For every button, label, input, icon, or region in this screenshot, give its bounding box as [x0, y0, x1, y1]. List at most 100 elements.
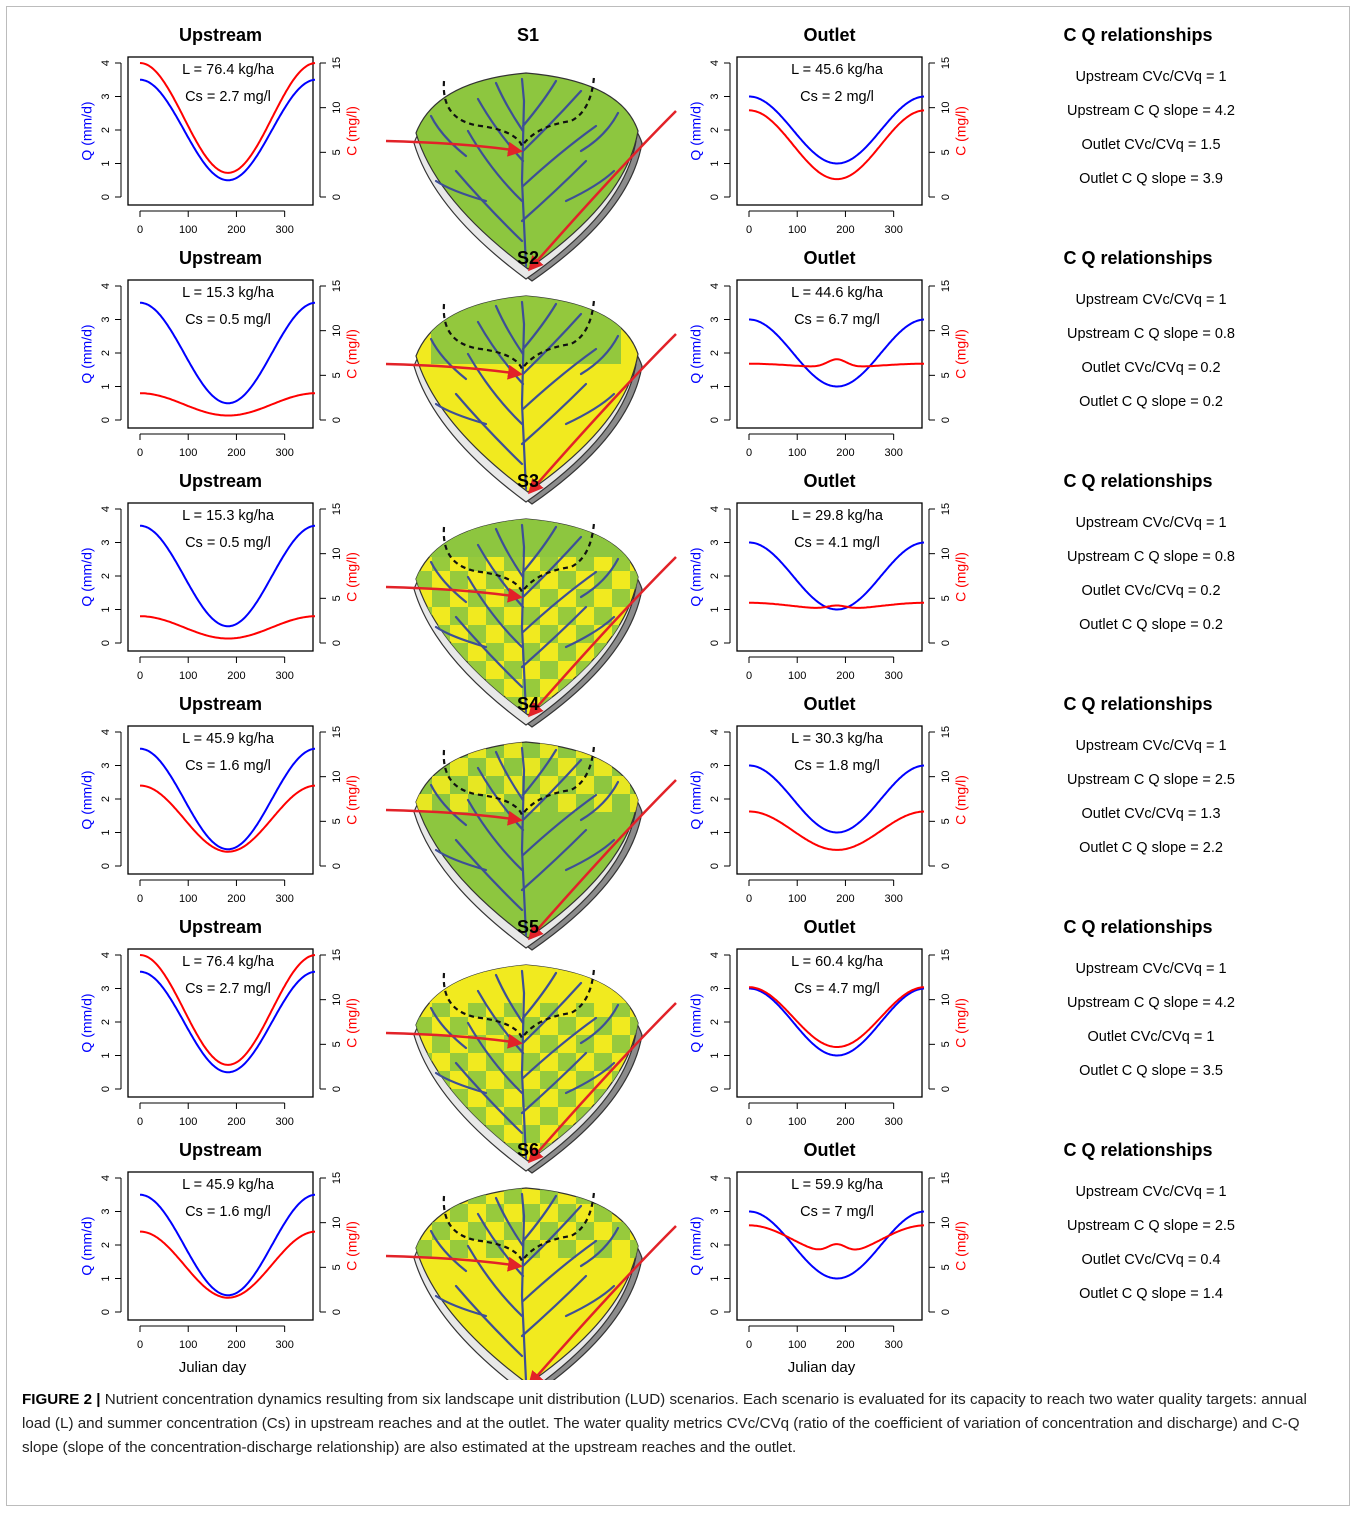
upstream-s6-title: Upstream	[179, 1140, 262, 1160]
scenario-s6-tributary	[494, 1196, 525, 1248]
upstream-s6-q-series-line	[140, 1193, 316, 1297]
scenario-s6-tributary	[564, 1284, 616, 1318]
upstream-s4-q-tick-label: 3	[100, 762, 112, 768]
outlet-s5-cs-label: Cs = 4.7 mg/l	[794, 981, 880, 997]
scenario-s1-tributary	[454, 169, 524, 243]
upstream-s3-load-label: L = 15.3 kg/ha	[182, 508, 275, 524]
scenario-s3-unit-cell	[558, 607, 576, 625]
scenario-s4-unit-cell	[540, 776, 558, 794]
outlet-s4-q-tick-label: 2	[709, 796, 721, 802]
scenario-s4-tributary	[564, 838, 616, 872]
scenario-s4-unit-cell	[468, 776, 486, 794]
scenario-s4-tributary	[494, 750, 525, 802]
scenario-s5-outlet-arrow	[528, 1002, 677, 1164]
outlet-s2-title: Outlet	[804, 248, 856, 268]
scenario-s1-tributary	[520, 159, 588, 223]
outlet-s3-c-series-line	[749, 601, 924, 609]
scenario-s3-unit-cell	[612, 661, 630, 679]
scenario-s5-unit-cell	[630, 981, 638, 999]
upstream-s3-x-tick-label: 200	[227, 670, 245, 682]
outlet-s3-c-tick-label: 10	[940, 548, 952, 560]
scenario-s4-tributary	[521, 793, 598, 857]
scenario-s4-unit-cell	[522, 758, 540, 776]
upstream-s5-q-series-line	[140, 970, 316, 1074]
outlet-s6-x-axis-label: Julian day	[788, 1359, 856, 1376]
outlet-s1-c-series-line	[748, 109, 925, 181]
upstream-s2-c-tick-label: 0	[331, 417, 343, 423]
outlet-s4-c-tick-label: 10	[940, 771, 952, 783]
upstream-s6-q-tick-label: 2	[100, 1242, 112, 1248]
scenario-s3-unit-cell	[504, 625, 522, 643]
outlet-s6-cs-label: Cs = 7 mg/l	[800, 1204, 874, 1220]
outlet-s1-q-tick-label: 0	[709, 194, 721, 200]
scenario-label-s2: S2	[517, 248, 539, 268]
outlet-s3-load-label: L = 29.8 kg/ha	[791, 508, 884, 524]
scenario-s1-tributary	[521, 124, 598, 188]
scenario-s5-unit-cell	[432, 999, 450, 1017]
upstream-s1-x-tick-label: 200	[227, 224, 245, 236]
scenario-s5-tributary	[564, 1061, 616, 1095]
upstream-s5-x-tick-label: 300	[275, 1116, 293, 1128]
scenario-s1-tributary	[434, 179, 488, 203]
scenario-s3-unit-cell	[612, 697, 630, 715]
upstream-s1-x-tick-label: 100	[179, 224, 197, 236]
scenario-s6-unit-cell	[522, 1240, 540, 1258]
scenario-s3-tributary	[521, 535, 583, 599]
scenario-s5-tributary	[521, 981, 583, 1045]
outlet-s6-load-label: L = 59.9 kg/ha	[791, 1177, 884, 1193]
outlet-s6-c-series-line	[748, 1224, 924, 1251]
scenario-s5-unit-cell	[522, 1089, 540, 1107]
scenario-s6-unit-cell	[504, 1188, 522, 1204]
scenario-s5-unit-cell	[576, 999, 594, 1017]
outlet-s2-c-series-line	[749, 358, 924, 368]
scenario-s6-unit-cell	[416, 1204, 432, 1222]
cq-line-s4: Upstream CVc/CVq = 1	[1075, 738, 1226, 754]
outlet-s5-c-tick-label: 15	[940, 949, 952, 961]
upstream-s3-c-axis-label: C (mg/l)	[344, 552, 360, 602]
upstream-s3-x-tick-label: 300	[275, 670, 293, 682]
scenario-s3-tributary	[521, 525, 558, 574]
upstream-s1-cs-label: Cs = 2.7 mg/l	[185, 89, 271, 105]
cq-line-s2: Outlet CVc/CVq = 0.2	[1081, 360, 1220, 376]
scenario-s6-tributary	[429, 1229, 468, 1273]
outlet-s3-x-tick-label: 0	[746, 670, 752, 682]
outlet-s2-q-tick-label: 0	[709, 417, 721, 423]
upstream-s3-title: Upstream	[179, 471, 262, 491]
upstream-s5-q-tick-label: 3	[100, 985, 112, 991]
scenario-s5-unit-cell	[468, 1143, 486, 1161]
scenario-label-s4: S4	[517, 694, 539, 714]
upstream-s4-x-tick-label: 0	[137, 893, 143, 905]
outlet-s3-q-tick-label: 1	[709, 606, 721, 612]
scenario-s6-upstream-arrow	[385, 1254, 523, 1272]
outlet-s5-c-tick-label: 10	[940, 994, 952, 1006]
upstream-s6-x-tick-label: 300	[275, 1339, 293, 1351]
scenario-s5-unit-cell	[576, 1143, 594, 1161]
outlet-s2-x-tick-label: 300	[884, 447, 902, 459]
upstream-s4-c-series-line	[140, 784, 316, 853]
scenario-s3-unit-cell	[468, 697, 486, 715]
scenario-s5-unit-cell	[522, 1125, 540, 1143]
cq-title-s4: C Q relationships	[1063, 694, 1212, 714]
upstream-s1-c-series-line	[139, 62, 316, 174]
scenario-s6-unit-cell	[468, 1222, 486, 1240]
upstream-s4-x-tick-label: 300	[275, 893, 293, 905]
scenario-s1-tributary	[429, 114, 468, 158]
upstream-s1-load-label: L = 76.4 kg/ha	[182, 62, 275, 78]
scenario-s3-outlet-arrow	[528, 556, 677, 718]
outlet-s6-x-tick-label: 300	[884, 1339, 902, 1351]
cq-line-s1: Upstream C Q slope = 4.2	[1067, 103, 1235, 119]
caption-label: FIGURE 2 |	[22, 1391, 101, 1408]
upstream-s3-q-tick-label: 3	[100, 539, 112, 545]
outlet-s6-q-tick-label: 1	[709, 1275, 721, 1281]
scenario-s4-unit-cell	[612, 742, 630, 758]
scenario-s6-unit-cell	[450, 1204, 468, 1222]
outlet-s5-q-axis-label: Q (mm/d)	[688, 993, 704, 1052]
outlet-s5-x-tick-label: 200	[836, 1116, 854, 1128]
scenario-s3-unit-cell	[630, 535, 638, 553]
upstream-s6-c-axis-label: C (mg/l)	[344, 1221, 360, 1271]
outlet-s1-plot-box	[736, 56, 923, 206]
scenario-s4-unit-cell	[612, 776, 630, 794]
upstream-s3-q-series-line	[140, 524, 316, 628]
outlet-s6-c-axis-label: C (mg/l)	[953, 1221, 969, 1271]
